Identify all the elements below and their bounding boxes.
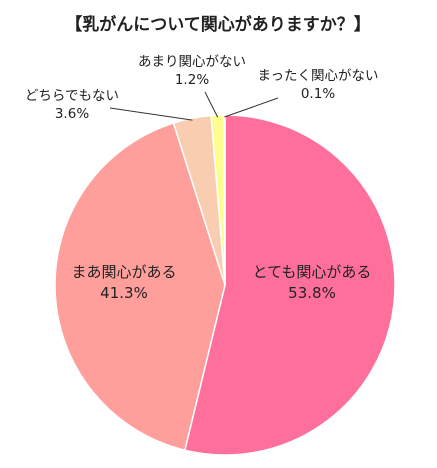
pie-slice-1 (54, 122, 226, 452)
slice-value-4: 0.1% (301, 86, 335, 102)
slice-label-1: まあ関心がある (71, 263, 176, 281)
slice-label-4: まったく関心がない (258, 68, 379, 84)
pie-slices (54, 114, 396, 456)
slice-label-3: あまり関心がない (138, 54, 246, 70)
pie-slice-4 (223, 114, 226, 286)
slice-value-2: 3.6% (55, 106, 89, 122)
pie-slice-0 (183, 114, 396, 456)
leader-line-3 (204, 91, 219, 118)
slice-value-1: 41.3% (100, 284, 148, 302)
chart-title: 【乳がんについて関心がありますか？】 (65, 14, 371, 35)
slice-value-0: 53.8% (288, 284, 336, 302)
leader-line-4 (224, 97, 279, 118)
slice-label-2: どちらでもない (25, 88, 119, 104)
leader-line-2 (109, 107, 193, 121)
slice-value-3: 1.2% (175, 72, 209, 88)
leader-lines (109, 91, 279, 121)
slice-label-0: とても関心がある (253, 263, 372, 281)
